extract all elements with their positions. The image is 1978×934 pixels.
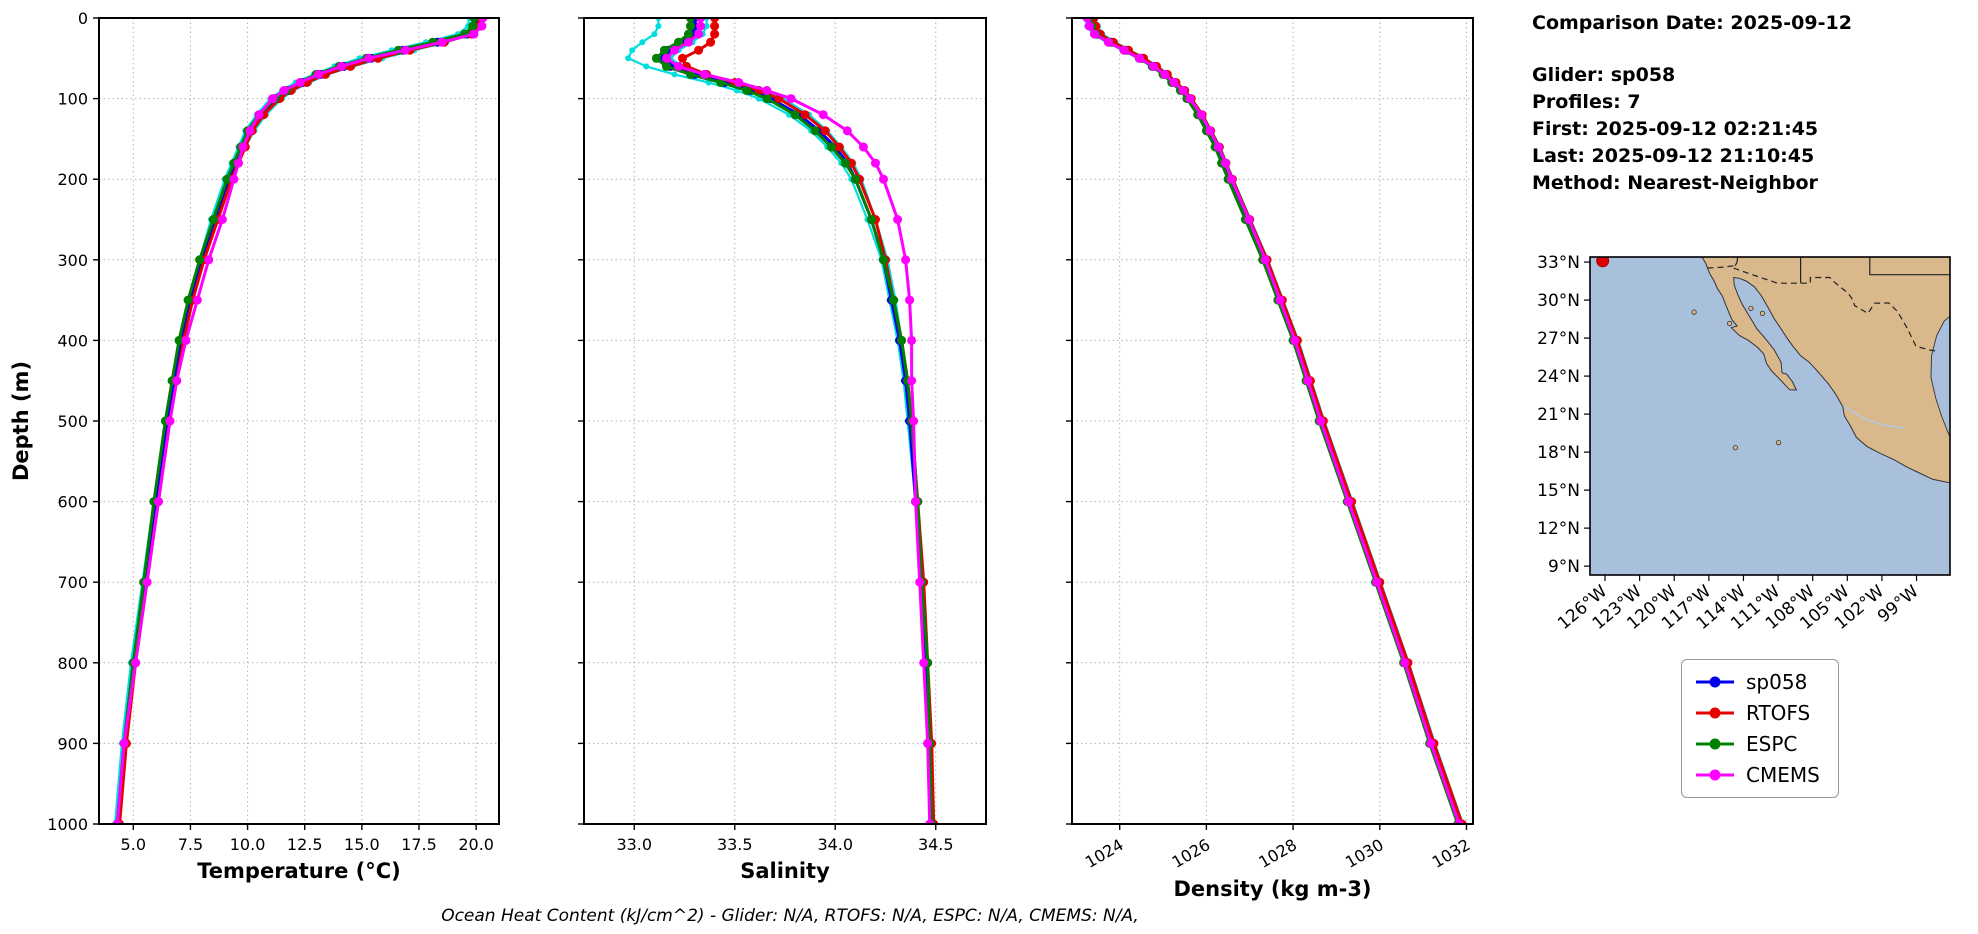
map-lat-label: 21°N: [1537, 405, 1580, 425]
glider-id: Glider: sp058: [1532, 64, 1676, 86]
legend-item-RTOFS: RTOFS: [1694, 701, 1820, 725]
series-markers-ESPC: [651, 18, 937, 824]
svg-text:600: 600: [57, 493, 88, 512]
series-markers-glider-raw-a: [1082, 18, 1462, 824]
series-markers-CMEMS: [661, 18, 935, 824]
svg-text:300: 300: [57, 251, 88, 270]
svg-text:1030: 1030: [1342, 835, 1387, 872]
legend-label: ESPC: [1746, 732, 1798, 756]
xlabel-density: Density (kg m-3): [1173, 877, 1371, 901]
svg-text:33.5: 33.5: [717, 835, 753, 854]
legend-marker-sp058: [1696, 676, 1734, 688]
legend-label: sp058: [1746, 670, 1808, 694]
map-lat-label: 27°N: [1537, 329, 1580, 349]
svg-text:12.5: 12.5: [287, 835, 323, 854]
map-lat-label: 33°N: [1537, 253, 1580, 273]
map-lat-label: 9°N: [1548, 557, 1580, 577]
state-border-ca-az: [1734, 257, 1739, 266]
series-line-CMEMS: [1085, 18, 1461, 824]
glider-position-marker: [1596, 257, 1610, 268]
svg-text:800: 800: [57, 654, 88, 673]
series-markers-CMEMS: [1082, 18, 1464, 824]
map-lon-label: 99°W: [1874, 581, 1923, 627]
map-lat-label: 18°N: [1537, 443, 1580, 463]
svg-text:7.5: 7.5: [178, 835, 203, 854]
series-markers-CMEMS: [112, 18, 488, 824]
info-panel: Comparison Date: 2025-09-12 Glider: sp05…: [1532, 10, 1852, 197]
svg-text:0: 0: [78, 9, 88, 28]
map-lat-label: 12°N: [1537, 519, 1580, 539]
map-lat-label: 30°N: [1537, 291, 1580, 311]
series-line-glider-raw-a: [1083, 18, 1460, 824]
panel-temperature: 5.0 7.5 10.0 12.5 15.0 17.5 20.0 0 100 200 300 400 5…: [9, 9, 500, 883]
svg-text:20.0: 20.0: [458, 835, 494, 854]
chart-legend: sp058 RTOFS ESPC CMEMS: [1681, 659, 1839, 798]
panel-density: 1024 1026 1028 1030 1032 Density (kg m-3): [1066, 17, 1474, 901]
legend-marker-ESPC: [1696, 738, 1734, 750]
legend-item-sp058: sp058: [1694, 670, 1820, 694]
svg-text:900: 900: [57, 734, 88, 753]
ylabel-depth: Depth (m): [9, 361, 33, 481]
legend-marker-CMEMS: [1696, 769, 1734, 781]
location-map: 33°N30°N27°N24°N21°N18°N15°N12°N9°N126°W…: [1537, 253, 1951, 634]
legend-marker-RTOFS: [1696, 707, 1734, 719]
legend-label: CMEMS: [1746, 763, 1820, 787]
svg-text:1024: 1024: [1082, 835, 1127, 872]
last-profile-time: Last: 2025-09-12 21:10:45: [1532, 145, 1815, 167]
svg-text:1028: 1028: [1255, 835, 1300, 872]
svg-text:100: 100: [57, 90, 88, 109]
svg-text:1026: 1026: [1169, 835, 1214, 872]
map-lat-label: 15°N: [1537, 481, 1580, 501]
svg-text:33.0: 33.0: [616, 835, 652, 854]
svg-text:17.5: 17.5: [401, 835, 437, 854]
map-river: [1843, 405, 1904, 429]
svg-text:34.0: 34.0: [817, 835, 853, 854]
plot-frame-density: [1071, 17, 1474, 825]
svg-text:700: 700: [57, 573, 88, 592]
svg-text:500: 500: [57, 412, 88, 431]
svg-text:200: 200: [57, 170, 88, 189]
svg-text:1032: 1032: [1429, 835, 1474, 872]
map-lat-label: 24°N: [1537, 367, 1580, 387]
ocean-heat-content-note: Ocean Heat Content (kJ/cm^2) - Glider: N…: [441, 906, 1139, 926]
svg-text:400: 400: [57, 331, 88, 350]
profile-charts: 5.0 7.5 10.0 12.5 15.0 17.5 20.0 0 100 200 300 400 5…: [9, 9, 1474, 901]
xlabel-temperature: Temperature (°C): [197, 859, 400, 883]
first-profile-time: First: 2025-09-12 02:21:45: [1532, 118, 1819, 140]
legend-item-ESPC: ESPC: [1694, 732, 1820, 756]
method: Method: Nearest-Neighbor: [1532, 172, 1818, 194]
legend-item-CMEMS: CMEMS: [1694, 763, 1820, 787]
state-border-nm-tx: [1869, 257, 1950, 276]
svg-text:5.0: 5.0: [121, 835, 146, 854]
svg-text:34.5: 34.5: [918, 835, 954, 854]
info-gap: [1532, 37, 1852, 62]
svg-text:15.0: 15.0: [344, 835, 380, 854]
legend-label: RTOFS: [1746, 701, 1811, 725]
panel-salinity: 33.0 33.5 34.0 34.5 Salinity: [578, 17, 987, 883]
xlabel-salinity: Salinity: [740, 859, 830, 883]
svg-text:10.0: 10.0: [230, 835, 266, 854]
profiles-count: Profiles: 7: [1532, 91, 1641, 113]
comparison-date: Comparison Date: 2025-09-12: [1532, 12, 1852, 34]
map-frame: [1589, 256, 1951, 576]
svg-text:1000: 1000: [47, 815, 88, 834]
